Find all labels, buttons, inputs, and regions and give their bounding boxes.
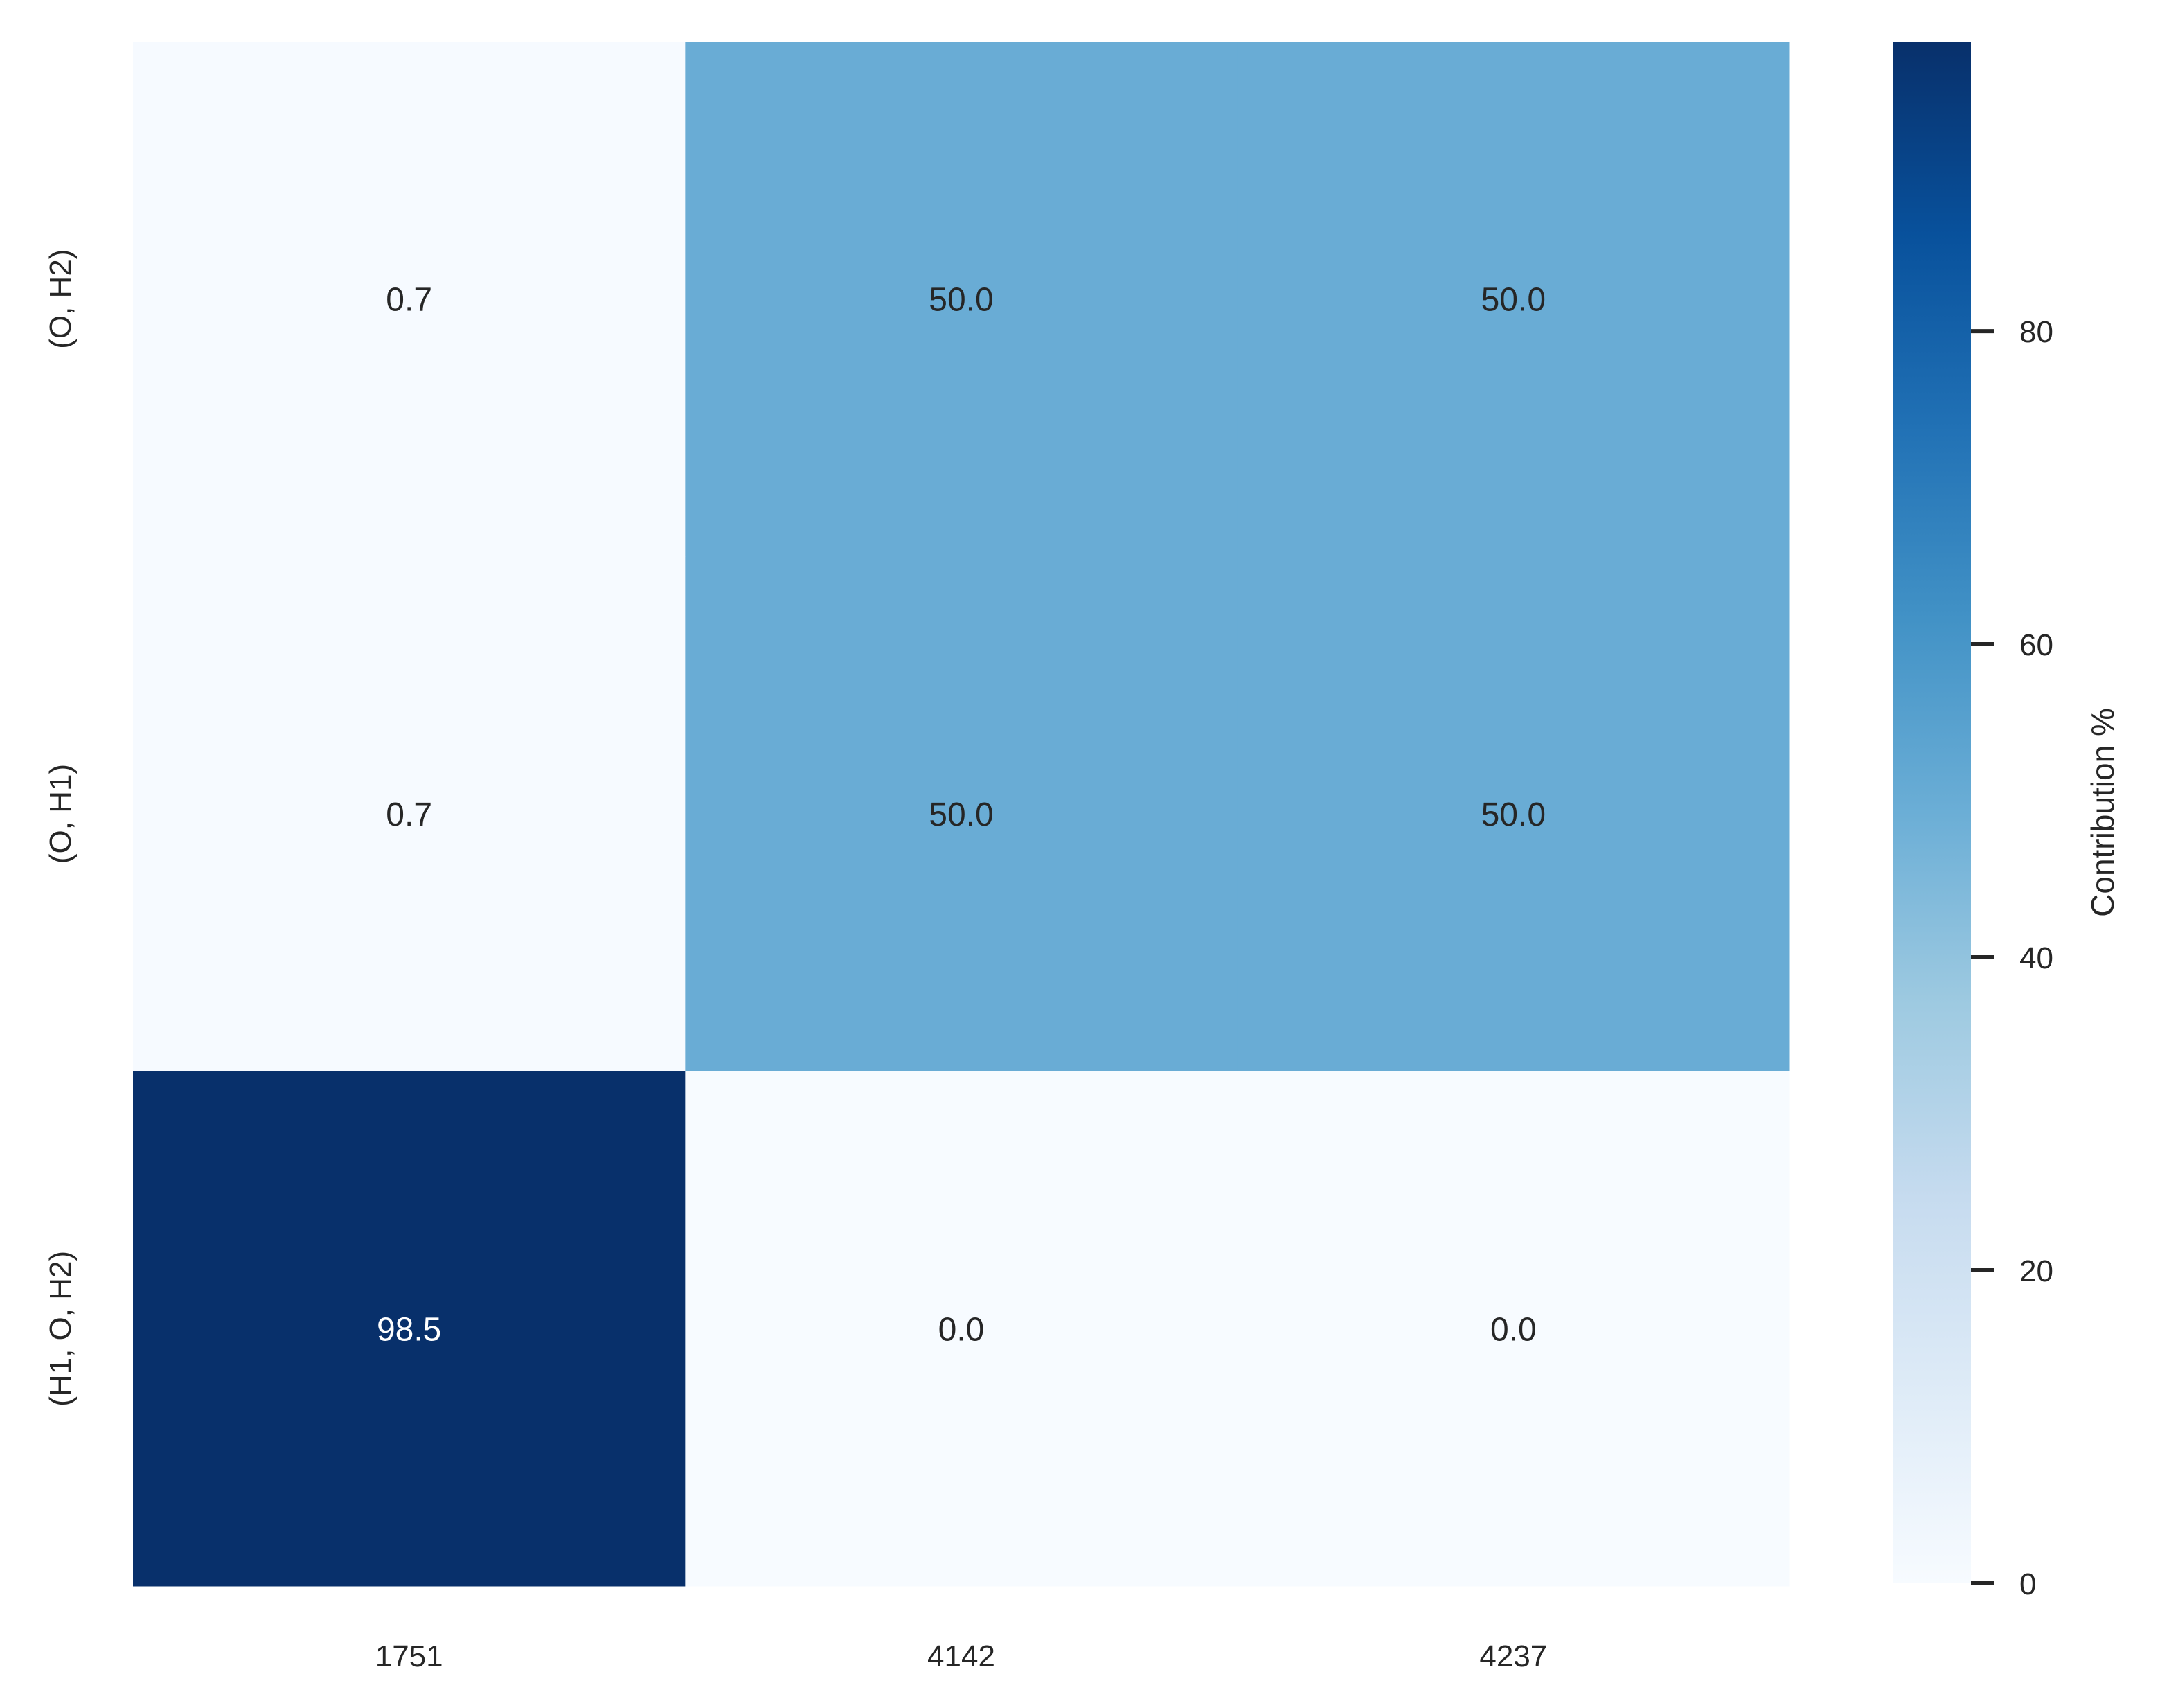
colorbar-tick-label: 20 bbox=[2019, 1254, 2053, 1288]
colorbar-tick-label: 0 bbox=[2019, 1567, 2036, 1601]
heatmap-cell bbox=[133, 1071, 686, 1587]
x-tick-label: 1751 bbox=[375, 1639, 443, 1673]
heatmap-cell bbox=[1237, 1071, 1790, 1587]
cell-value-label: 0.7 bbox=[386, 282, 432, 319]
heatmap-cell bbox=[685, 1071, 1238, 1587]
y-tick-label: (H1, O, H2) bbox=[44, 1251, 78, 1407]
cell-value-label: 0.7 bbox=[386, 797, 432, 833]
x-tick-label: 4237 bbox=[1479, 1639, 1547, 1673]
cell-value-label: 50.0 bbox=[929, 282, 993, 319]
x-axis-tick-labels: 1751 4142 4237 bbox=[375, 1639, 1548, 1673]
colorbar-gradient bbox=[1893, 42, 1971, 1583]
colorbar-label: Contribution % bbox=[2085, 708, 2121, 917]
colorbar-tick-label: 80 bbox=[2019, 315, 2053, 349]
colorbar-ticks: 0 20 40 60 80 bbox=[1971, 315, 2053, 1601]
cell-value-label: 0.0 bbox=[1490, 1311, 1537, 1348]
y-tick-label: (O, H2) bbox=[44, 249, 78, 349]
cell-value-label: 0.0 bbox=[938, 1311, 985, 1348]
x-tick-label: 4142 bbox=[927, 1639, 995, 1673]
colorbar-tick-label: 60 bbox=[2019, 628, 2053, 662]
cell-value-label: 50.0 bbox=[1481, 282, 1546, 319]
heatmap-cell bbox=[1237, 556, 1790, 1072]
colorbar-tick-label: 40 bbox=[2019, 941, 2053, 975]
cell-value-label: 50.0 bbox=[929, 797, 993, 833]
heatmap-cell bbox=[685, 42, 1238, 557]
cell-value-label: 50.0 bbox=[1481, 797, 1546, 833]
heatmap-cell bbox=[133, 556, 686, 1072]
y-tick-label: (O, H1) bbox=[44, 764, 78, 864]
heatmap-cell bbox=[133, 42, 686, 557]
y-axis-tick-labels: (O, H2) (O, H1) (H1, O, H2) bbox=[44, 249, 78, 1407]
heatmap-cell bbox=[685, 556, 1238, 1072]
heatmap-cells bbox=[133, 42, 1790, 1587]
colorbar: 0 20 40 60 80 Contribution % bbox=[1893, 42, 2121, 1601]
cell-value-label: 98.5 bbox=[377, 1311, 441, 1348]
heatmap-cell bbox=[1237, 42, 1790, 557]
cell-value-labels: 0.7 50.0 50.0 0.7 50.0 50.0 98.5 0.0 0.0 bbox=[377, 282, 1546, 1349]
